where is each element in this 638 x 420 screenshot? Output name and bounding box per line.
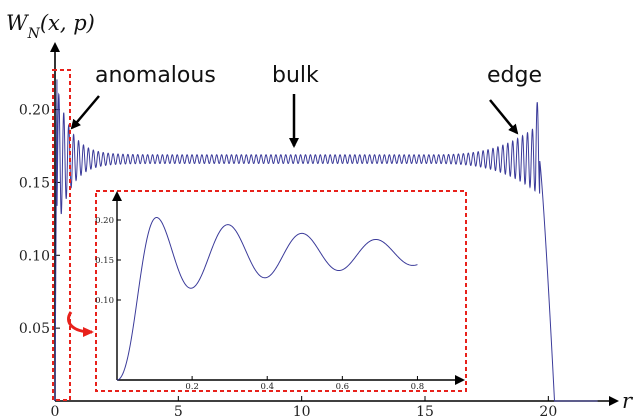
x-tick-label: 10 (293, 404, 311, 420)
y-tick-label: 0.15 (19, 175, 50, 191)
y-tick-label: 0.05 (19, 321, 50, 337)
y-axis-title: WN(x, p) (6, 11, 95, 42)
inset-x-tick-label: 0.2 (185, 382, 199, 392)
x-axis-title: r (622, 389, 634, 413)
main-ticks: 0 5 10 15 20 0.05 0.10 0.15 0.20 (19, 103, 557, 420)
x-tick-label: 0 (51, 404, 60, 420)
anomalous-arrow (70, 95, 100, 130)
y-tick-label: 0.10 (19, 248, 50, 264)
inset-y-tick-label: 0.20 (95, 216, 114, 226)
main-curve (54, 79, 598, 402)
x-tick-label: 15 (416, 404, 434, 420)
x-tick-label: 20 (539, 404, 557, 420)
zoom-arrow (67, 311, 94, 337)
inset-frame (95, 190, 467, 392)
inset-x-tick-label: 0.8 (411, 382, 425, 392)
inset-x-tick-label: 0.6 (336, 382, 350, 392)
annotation-anomalous: anomalous (95, 63, 216, 88)
annotation-bulk: bulk (272, 63, 319, 88)
inset-curve (116, 216, 418, 381)
inset-y-tick-label: 0.10 (95, 296, 114, 306)
inset-y-tick-label: 0.15 (95, 256, 114, 266)
edge-arrow (489, 99, 519, 135)
annotation-edge: edge (487, 63, 542, 88)
inset-x-tick-label: 0.4 (260, 382, 274, 392)
x-tick-label: 5 (174, 404, 183, 420)
anomalous-region-box (52, 69, 71, 401)
y-tick-label: 0.20 (19, 103, 50, 119)
inset-ticks: 0.2 0.4 0.6 0.8 0.10 0.15 0.20 (95, 216, 424, 392)
